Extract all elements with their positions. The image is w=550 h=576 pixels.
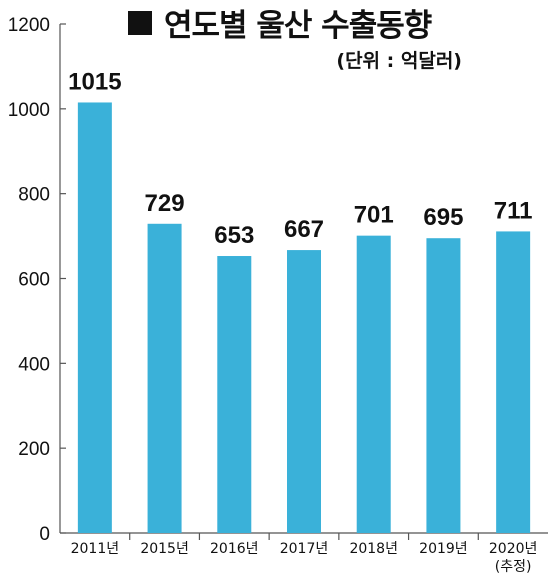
- bar-value-label: 1015: [68, 68, 121, 95]
- square-bullet-icon: [128, 10, 152, 35]
- x-tick-label: 2015년: [140, 541, 189, 557]
- y-tick-label: 400: [18, 354, 50, 375]
- bar: [217, 256, 252, 533]
- bar: [77, 102, 112, 534]
- bar-value-label: 695: [423, 204, 463, 231]
- bar: [496, 231, 531, 534]
- bar: [147, 223, 182, 533]
- chart-title-text: 연도별 울산 수출동향: [164, 8, 432, 44]
- y-tick-label: 200: [18, 439, 50, 460]
- x-tick-label: 2020년: [489, 541, 538, 557]
- chart-subtitle: (단위 : 억달러): [336, 50, 462, 72]
- chart-title: 연도별 울산 수출동향: [128, 0, 432, 45]
- x-tick-label: 2016년: [210, 541, 259, 557]
- x-tick-label: 2019년: [419, 541, 468, 557]
- x-tick-label: 2017년: [280, 541, 329, 557]
- x-tick-label: 2011년: [71, 541, 120, 557]
- y-tick-label: 1200: [8, 15, 50, 36]
- bar-value-label: 711: [494, 197, 533, 224]
- x-tick-label: 2018년: [349, 541, 398, 557]
- y-tick-label: 0: [39, 524, 50, 545]
- y-tick-label: 600: [18, 270, 50, 291]
- bar-value-label: 701: [354, 202, 394, 229]
- bar: [426, 238, 461, 533]
- bar-value-label: 729: [145, 190, 185, 217]
- y-tick-label: 800: [18, 185, 50, 206]
- bar-value-label: 667: [284, 216, 324, 243]
- bar: [356, 235, 391, 533]
- y-tick-label: 1000: [8, 100, 50, 121]
- bar-value-label: 653: [214, 222, 254, 249]
- x-tick-note: (추정): [495, 559, 532, 575]
- bar: [287, 250, 321, 534]
